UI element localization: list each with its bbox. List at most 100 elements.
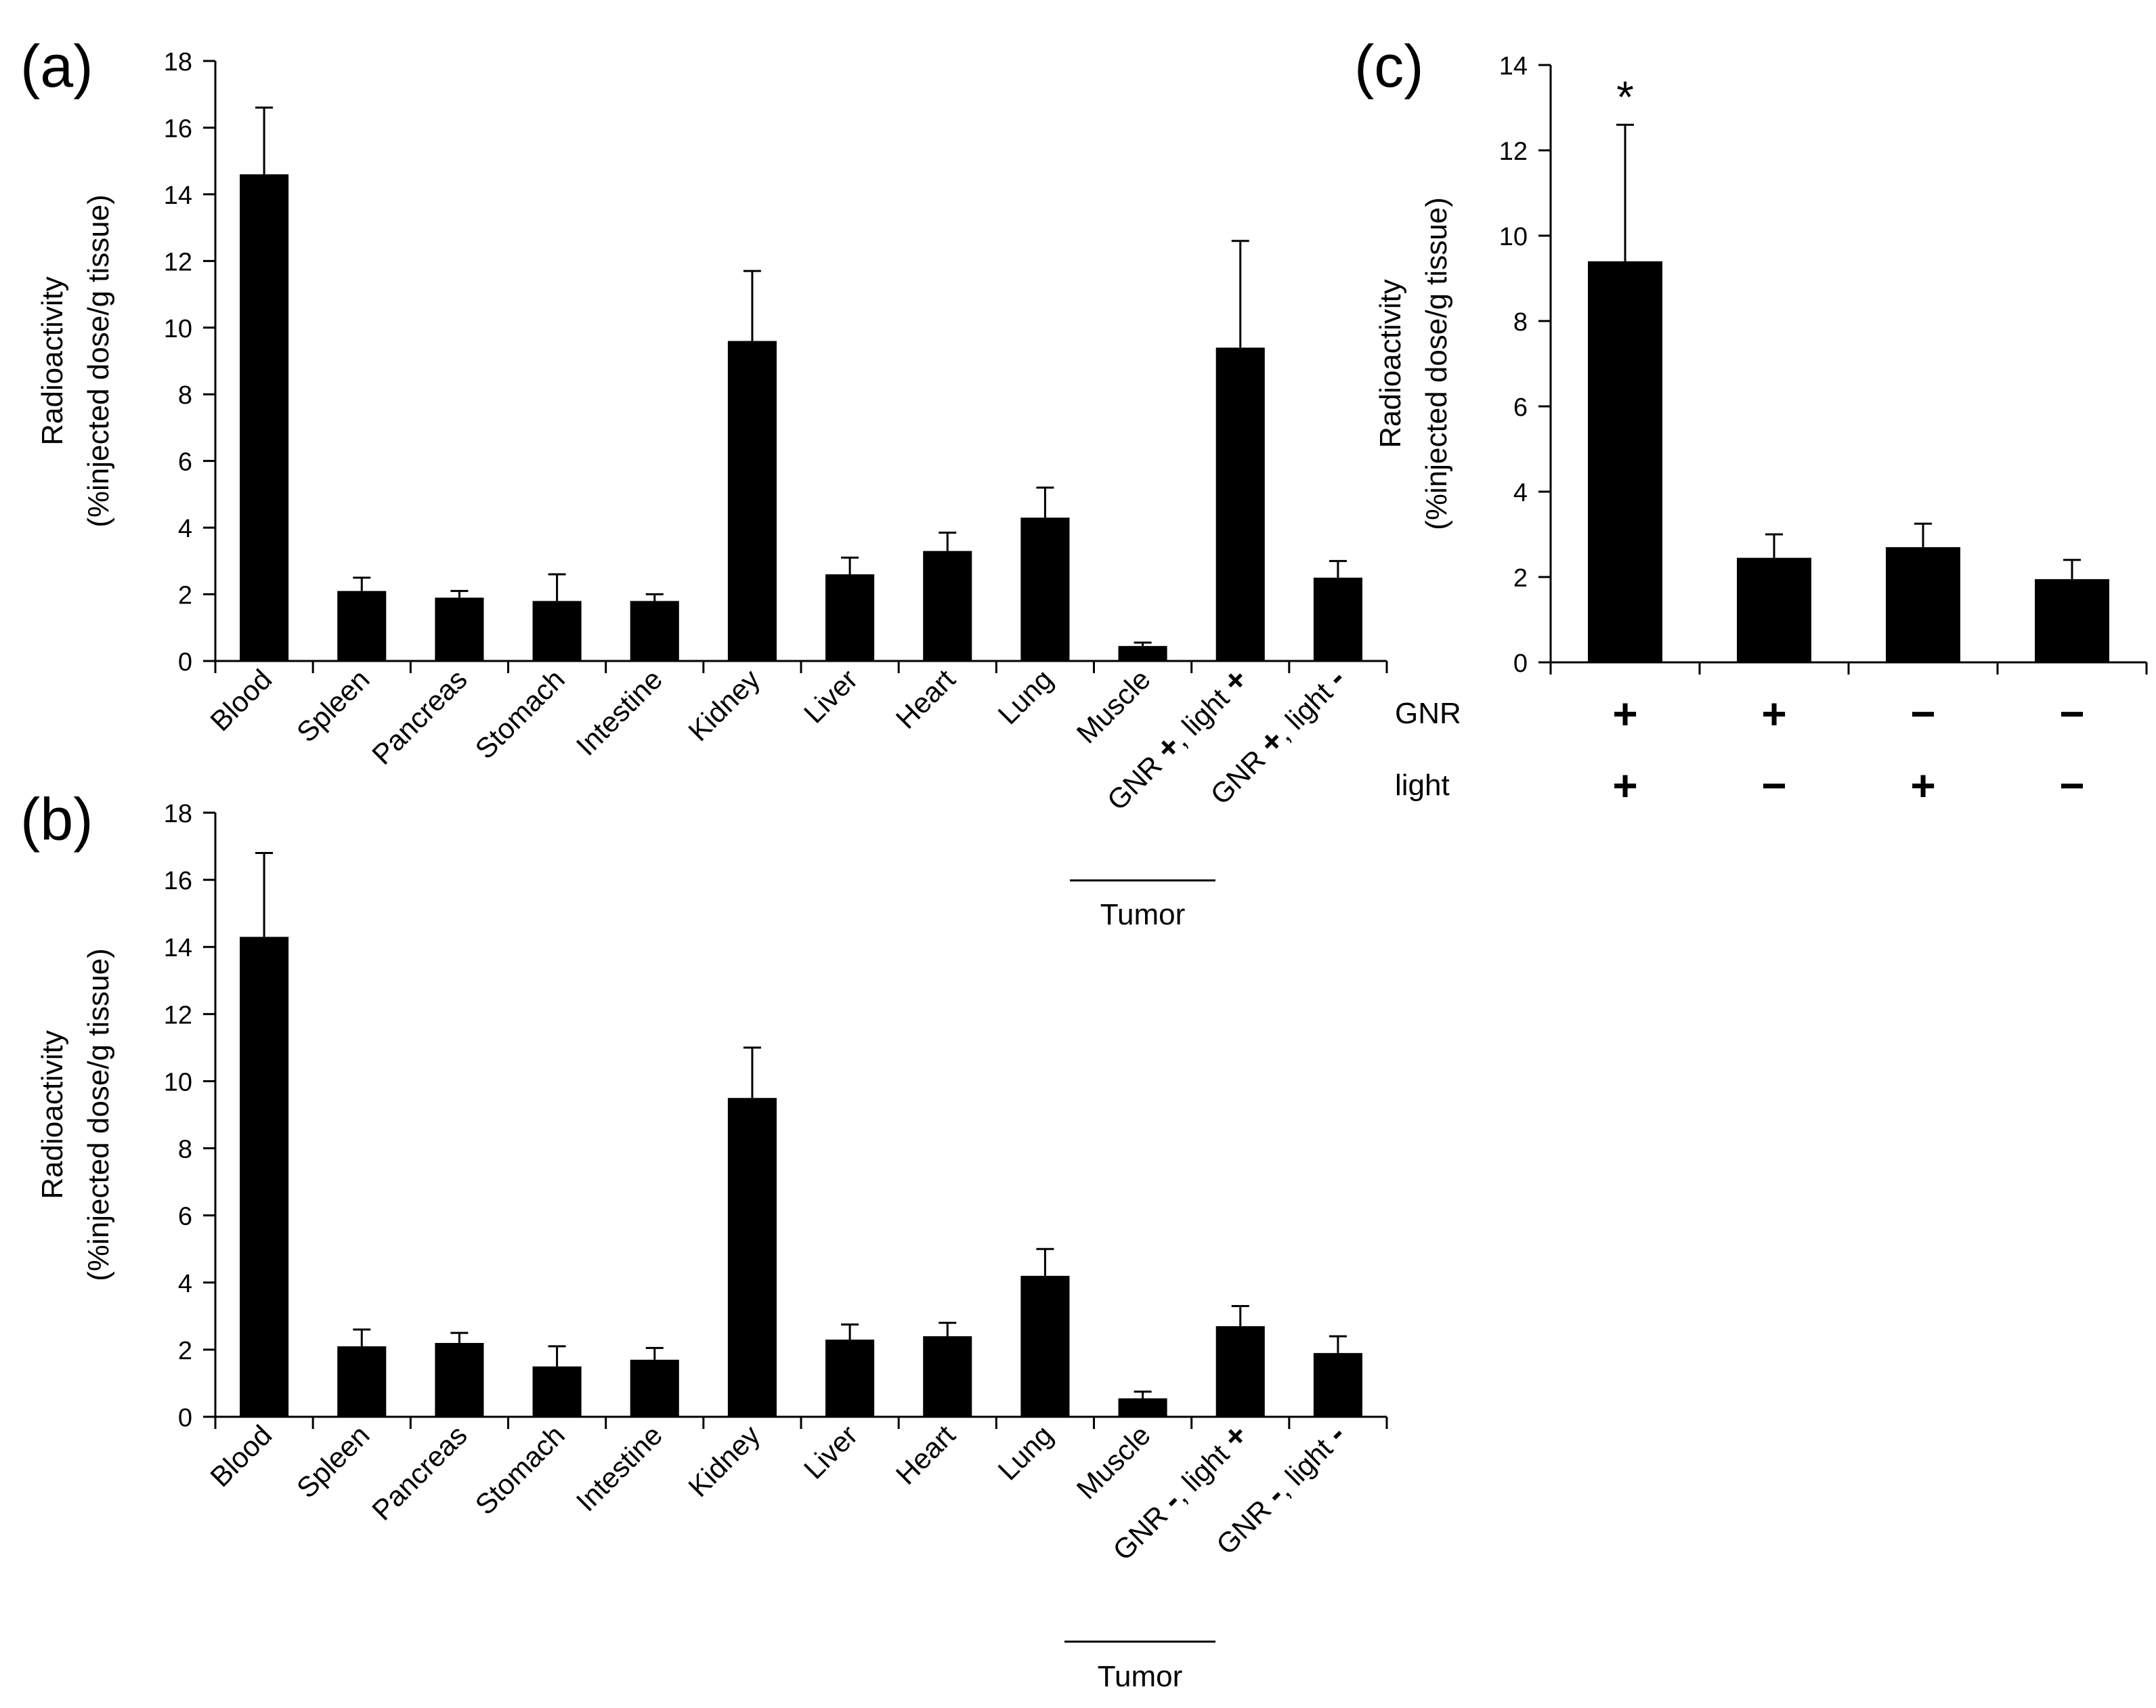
x-category-label: Stomach — [469, 1419, 571, 1520]
bar — [240, 174, 289, 661]
y-tick-label: 16 — [164, 114, 192, 143]
y-tick-label: 10 — [164, 315, 192, 343]
bar — [1313, 1352, 1362, 1417]
category-label-text: Liver — [798, 1419, 864, 1485]
bar — [337, 591, 387, 661]
panel-label: (a) — [20, 33, 93, 100]
y-tick-label: 4 — [178, 1270, 192, 1298]
category-label-text: Pancreas — [366, 1419, 473, 1526]
bar — [923, 551, 972, 661]
bar — [727, 1098, 777, 1417]
y-tick-label: 4 — [1513, 479, 1528, 507]
panel-label: (b) — [20, 786, 93, 853]
y-tick-label: 2 — [1513, 564, 1528, 593]
category-label-text: Intestine — [570, 663, 669, 762]
bar — [1737, 557, 1811, 662]
y-tick-label: 8 — [178, 1136, 192, 1164]
y-tick-label: 18 — [164, 48, 192, 77]
x-category-label: Lung — [991, 1419, 1058, 1486]
bar — [435, 1342, 484, 1417]
panel-label: (c) — [1354, 33, 1424, 100]
x-category-label: Kidney — [682, 1419, 766, 1503]
bar — [1215, 1326, 1265, 1417]
y-axis-label: Radioactivity — [1374, 279, 1407, 448]
x-category-label: Pancreas — [366, 1419, 473, 1526]
bar — [435, 597, 484, 661]
y-tick-label: 12 — [164, 1001, 192, 1029]
x-category-label: Blood — [204, 1419, 278, 1493]
y-axis-label-units: (%injected dose/g tissue) — [1420, 197, 1453, 530]
category-label-text: Lung — [991, 1419, 1058, 1486]
category-label-text: Muscle — [1071, 663, 1157, 749]
x-category-label: Stomach — [469, 663, 571, 765]
y-tick-label: 6 — [178, 448, 192, 477]
gnr-sign: + — [1612, 689, 1637, 738]
bar — [1020, 517, 1070, 661]
gnr-sign: − — [2059, 689, 2084, 738]
y-tick-label: 8 — [1513, 308, 1528, 337]
y-axis-label: Radioactivity — [36, 1030, 69, 1199]
y-tick-label: 18 — [164, 800, 192, 828]
x-category-label: Liver — [798, 663, 864, 729]
bar — [2035, 579, 2109, 662]
x-category-label: Kidney — [682, 663, 766, 747]
tumor-group-label: Tumor — [1100, 898, 1186, 931]
y-tick-label: 0 — [1513, 649, 1528, 678]
y-tick-label: 10 — [1499, 223, 1528, 251]
category-label-text: Muscle — [1071, 1419, 1157, 1505]
category-label-text: Stomach — [469, 663, 571, 765]
y-tick-label: 0 — [178, 648, 192, 677]
category-label-text: Liver — [798, 663, 864, 729]
bar — [1118, 645, 1167, 661]
bar — [240, 937, 289, 1417]
bar — [1313, 577, 1362, 661]
x-category-label: Blood — [204, 663, 278, 737]
category-label-text: Spleen — [290, 663, 376, 748]
bar — [532, 1366, 582, 1417]
category-label-text: Kidney — [682, 1419, 766, 1503]
x-category-label: Spleen — [290, 1419, 376, 1504]
bar — [727, 341, 777, 661]
y-tick-label: 2 — [178, 582, 192, 610]
panel-a-bar-chart: (a) Radioactivity (%injected dose/g tissue… — [20, 33, 1388, 931]
y-tick-label: 4 — [178, 515, 192, 543]
y-tick-label: 6 — [178, 1203, 192, 1231]
x-category-label: Intestine — [570, 663, 669, 762]
y-tick-label: 6 — [1513, 393, 1528, 422]
category-label-text: Intestine — [570, 1419, 669, 1518]
category-label-text: Blood — [204, 1419, 278, 1493]
x-category-label: Intestine — [570, 1419, 669, 1518]
bar — [923, 1336, 972, 1417]
y-tick-label: 12 — [1499, 137, 1528, 166]
category-label-text: Spleen — [290, 1419, 376, 1504]
bar — [630, 1359, 679, 1417]
x-category-label: Spleen — [290, 663, 376, 748]
y-tick-label: 0 — [178, 1404, 192, 1432]
y-tick-label: 14 — [164, 182, 192, 210]
category-label-text: Pancreas — [366, 663, 473, 771]
x-category-label: Pancreas — [366, 663, 473, 771]
bar — [630, 601, 679, 661]
tumor-group-label: Tumor — [1098, 1660, 1183, 1693]
bar — [825, 574, 875, 661]
light-sign: + — [1910, 761, 1935, 810]
x-category-label: Muscle — [1071, 1419, 1157, 1505]
x-category-label: Lung — [991, 663, 1058, 730]
bar — [337, 1346, 387, 1417]
light-sign: − — [1761, 761, 1786, 810]
bar — [1215, 347, 1265, 661]
gnr-sign: − — [1910, 689, 1935, 738]
y-tick-label: 2 — [178, 1337, 192, 1365]
y-tick-label: 16 — [164, 867, 192, 895]
bar — [1020, 1275, 1070, 1417]
y-tick-label: 10 — [164, 1068, 192, 1096]
bar — [825, 1340, 875, 1417]
bar — [532, 601, 582, 661]
x-category-label: Heart — [890, 1419, 962, 1491]
category-label-text: Heart — [890, 1419, 962, 1491]
gnr-sign: + — [1761, 689, 1786, 738]
significance-marker: * — [1616, 72, 1634, 122]
light-sign: − — [2059, 761, 2084, 810]
y-tick-label: 12 — [164, 248, 192, 276]
